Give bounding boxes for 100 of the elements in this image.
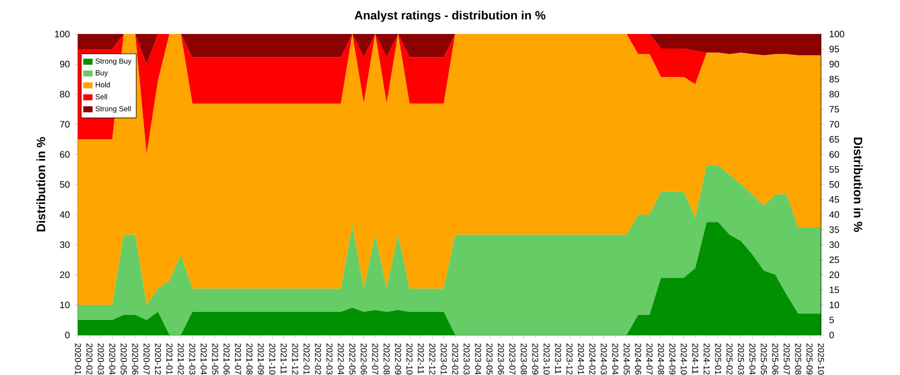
y2-tick-label: 45 [829,196,840,203]
x-tick-label: 2024-01 [578,343,584,374]
x-tick-label: 2021-05 [212,343,218,374]
y-tick-label: 90 [60,60,70,68]
x-tick-label: 2020-05 [120,343,127,374]
y2-tick-label: 25 [830,256,840,264]
y-tick-label: 20 [60,272,70,278]
x-tick-label: 2022-08 [384,343,390,374]
y2-tick-label: 50 [829,181,840,188]
x-tick-label: 2022-10 [406,343,413,374]
x-tick-label: 2023-01 [440,343,447,374]
x-tick-label: 2023-05 [486,343,493,374]
y-tick-label: 40 [60,211,70,218]
y2-tick-label: 80 [829,90,840,98]
x-tick-label: 2022-05 [349,343,356,374]
x-tick-label: 2022-04 [338,343,344,375]
x-tick-label: 2021-12 [292,343,298,374]
x-tick-label: 2025-10 [818,343,824,374]
x-tick-label: 2021-01 [166,343,173,374]
y2-tick-label: 70 [830,121,840,128]
y2-tick-label: 95 [829,46,840,52]
x-tick-label: 2023-10 [544,343,550,374]
x-tick-label: 2020-12 [154,343,162,374]
y2-tick-label: 10 [830,302,840,308]
x-tick-label: 2024-09 [669,343,676,374]
x-tick-label: 2025-01 [715,343,722,374]
x-tick-label: 2022-12 [429,343,436,374]
y-tick-label: 80 [60,90,70,98]
x-tick-label: 2020-03 [98,343,104,374]
chart-title: Analyst ratings - distribution in % [354,10,546,22]
x-tick-label: 2020-06 [132,343,138,374]
y-tick-label: 10 [60,302,70,308]
x-tick-label: 2025-07 [784,343,790,374]
x-tick-label: 2022-09 [394,343,402,374]
x-tick-label: 2025-02 [726,343,733,374]
x-tick-label: 2023-12 [566,343,573,374]
x-tick-label: 2023-03 [464,343,470,374]
x-tick-label: 2025-06 [772,343,778,374]
x-tick-label: 2025-08 [795,343,802,374]
x-tick-label: 2025-03 [738,343,744,374]
x-tick-label: 2024-04 [612,343,618,375]
x-tick-label: 2022-11 [418,343,424,374]
y2-tick-label: 65 [830,136,840,143]
x-tick-label: 2021-06 [224,343,230,374]
x-tick-label: 2024-06 [635,343,642,374]
x-tick-label: 2024-12 [704,343,710,374]
x-tick-label: 2021-09 [258,343,264,374]
y2-axis-title: Distribution in % [854,138,863,232]
y2-tick-label: 35 [829,226,840,233]
y2-tick-label: 85 [829,76,840,82]
x-tick-label: 2023-11 [555,343,562,374]
x-tick-label: 2021-10 [269,343,276,374]
y2-tick-label: 100 [830,30,844,38]
x-tick-label: 2024-07 [646,343,653,374]
x-tick-label: 2024-10 [680,343,687,374]
y-axis-title: Distribution in % [36,137,46,232]
x-tick-label: 2021-04 [200,343,207,375]
y2-tick-label: 90 [829,60,840,68]
x-tick-label: 2023-08 [520,343,527,374]
x-tick-label: 2021-08 [246,343,253,374]
x-tick-label: 2023-04 [475,343,482,375]
x-tick-label: 2024-11 [692,343,698,374]
x-tick-label: 2023-02 [452,343,458,374]
x-tick-label: 2022-03 [326,343,333,374]
x-tick-label: 2020-01 [74,343,82,374]
x-tick-label: 2023-07 [509,343,516,374]
x-tick-label: 2022-07 [372,343,378,374]
x-tick-label: 2024-03 [600,343,607,374]
x-tick-label: 2022-01 [304,343,310,374]
x-tick-label: 2020-07 [144,343,150,374]
y2-tick-label: 40 [829,211,840,218]
x-tick-label: 2023-09 [532,343,538,374]
x-tick-label: 2025-09 [806,343,813,374]
y2-tick-label: 20 [830,272,840,278]
y-tick-label: 30 [60,241,70,248]
x-tick-label: 2021-02 [178,343,184,374]
y-tick-label: 70 [60,121,70,128]
y2-tick-label: 0 [829,332,834,338]
x-tick-label: 2022-06 [360,343,367,374]
y-tick-label: 50 [60,181,70,188]
y2-tick-label: 75 [830,106,840,112]
x-tick-label: 2023-06 [498,343,504,374]
x-tick-label: 2021-03 [189,343,196,374]
x-tick-label: 2021-11 [280,343,287,374]
x-tick-label: 2020-04 [109,343,116,375]
y2-tick-label: 55 [829,166,840,173]
x-tick-label: 2022-02 [314,343,322,374]
y-tick-label: 0 [65,332,70,338]
x-tick-label: 2025-05 [760,343,767,374]
x-tick-label: 2024-08 [658,343,664,374]
y-tick-label: 60 [60,151,70,158]
y2-tick-label: 15 [830,286,840,294]
x-tick-label: 2025-04 [749,343,756,375]
y2-tick-label: 5 [829,316,834,324]
x-tick-label: 2024-05 [624,343,630,374]
y2-tick-label: 60 [830,151,840,158]
x-tick-label: 2021-07 [234,343,242,374]
x-tick-label: 2020-02 [86,343,92,374]
y-tick-label: 100 [55,30,70,38]
x-tick-label: 2024-02 [589,343,596,374]
